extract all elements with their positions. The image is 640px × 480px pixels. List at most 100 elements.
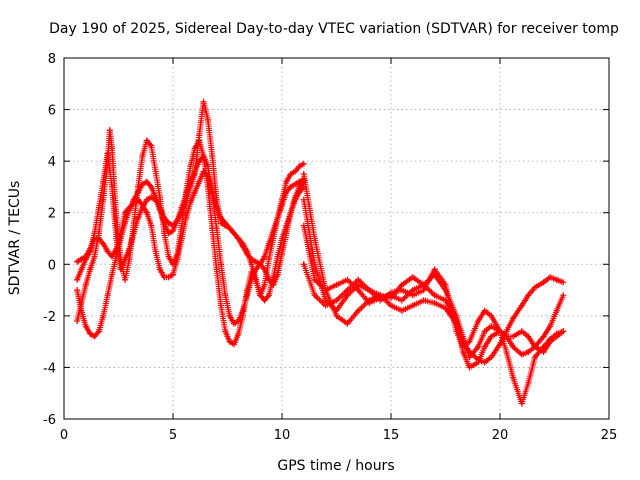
data-point xyxy=(481,328,488,335)
data-point xyxy=(95,328,102,335)
data-point xyxy=(235,330,242,337)
data-point xyxy=(95,235,102,242)
data-point xyxy=(170,271,176,278)
data-point xyxy=(122,256,128,263)
data-point xyxy=(187,183,194,190)
data-point xyxy=(300,160,307,167)
data-point xyxy=(274,253,281,260)
data-point xyxy=(488,354,495,361)
data-point xyxy=(300,222,307,229)
data-point xyxy=(420,287,427,294)
data-point xyxy=(344,320,351,327)
data-point xyxy=(152,196,159,203)
data-point xyxy=(170,222,176,229)
y-tick-label: 0 xyxy=(48,258,56,273)
data-point xyxy=(553,276,560,283)
data-point xyxy=(135,214,142,221)
data-point xyxy=(510,315,517,322)
data-point xyxy=(296,163,303,170)
data-point xyxy=(292,168,299,175)
data-point xyxy=(560,328,567,335)
data-point xyxy=(525,292,532,299)
data-point xyxy=(398,281,405,288)
data-point xyxy=(74,276,81,283)
data-point xyxy=(366,287,373,294)
data-point xyxy=(113,245,120,252)
data-point xyxy=(503,349,510,355)
data-point xyxy=(398,307,405,314)
data-point xyxy=(518,351,525,358)
data-point xyxy=(104,248,111,255)
x-tick-label: 10 xyxy=(274,428,291,443)
data-point xyxy=(510,333,517,340)
series-track-8 xyxy=(300,222,567,361)
data-point xyxy=(531,343,538,350)
data-point xyxy=(431,292,438,299)
axis-ticks: 0 5 10 15 20 25 -6 -4 -2 0 2 4 6 8 xyxy=(43,52,617,443)
data-point xyxy=(553,307,560,314)
data-point xyxy=(525,379,532,386)
x-tick-label: 15 xyxy=(383,428,400,443)
data-point xyxy=(231,320,237,327)
data-point xyxy=(398,287,405,294)
data-point xyxy=(143,196,150,203)
data-point xyxy=(531,284,538,291)
data-point xyxy=(222,220,229,226)
data-point xyxy=(106,127,113,134)
data-point xyxy=(388,302,394,309)
data-point xyxy=(525,333,532,340)
data-point xyxy=(257,261,264,268)
data-point xyxy=(481,343,488,350)
data-point xyxy=(222,292,229,299)
data-point xyxy=(174,256,181,263)
data-point xyxy=(560,279,567,286)
data-point xyxy=(139,181,146,188)
data-point xyxy=(442,287,449,294)
data-point xyxy=(547,323,554,330)
data-point xyxy=(226,338,233,345)
data-point xyxy=(126,245,133,252)
data-point xyxy=(222,328,229,335)
data-point xyxy=(104,150,111,157)
data-point xyxy=(510,374,517,381)
data-point xyxy=(209,153,216,159)
data-point xyxy=(165,253,172,260)
data-point xyxy=(503,333,510,340)
data-point xyxy=(270,227,277,234)
data-point xyxy=(525,349,532,355)
data-point xyxy=(152,248,159,255)
data-point xyxy=(459,333,466,340)
data-point xyxy=(398,297,405,304)
data-point xyxy=(488,312,495,319)
data-point xyxy=(82,323,89,330)
data-point xyxy=(204,116,211,123)
x-axis-label: GPS time / hours xyxy=(277,458,394,474)
data-point xyxy=(87,330,94,337)
data-point xyxy=(257,292,264,299)
data-point xyxy=(122,276,128,283)
data-point xyxy=(481,359,488,366)
data-point xyxy=(553,333,560,340)
y-tick-label: -4 xyxy=(43,361,56,376)
data-point xyxy=(209,189,216,196)
data-point xyxy=(248,261,255,268)
data-point xyxy=(204,163,211,170)
data-point xyxy=(283,178,290,185)
data-point xyxy=(261,266,268,273)
data-point xyxy=(560,292,567,299)
data-point xyxy=(148,142,155,149)
grid xyxy=(64,58,609,419)
data-point xyxy=(139,202,146,208)
data-point xyxy=(183,214,190,221)
x-tick-label: 5 xyxy=(169,428,177,443)
data-point xyxy=(239,307,246,314)
data-point xyxy=(265,256,272,263)
data-point xyxy=(191,171,198,177)
data-point xyxy=(126,204,133,211)
data-point xyxy=(235,235,242,242)
data-point xyxy=(165,274,172,281)
y-axis-label: SDTVAR / TECUs xyxy=(7,181,23,296)
data-point xyxy=(292,181,299,188)
data-point xyxy=(174,217,181,224)
data-point xyxy=(475,343,482,350)
